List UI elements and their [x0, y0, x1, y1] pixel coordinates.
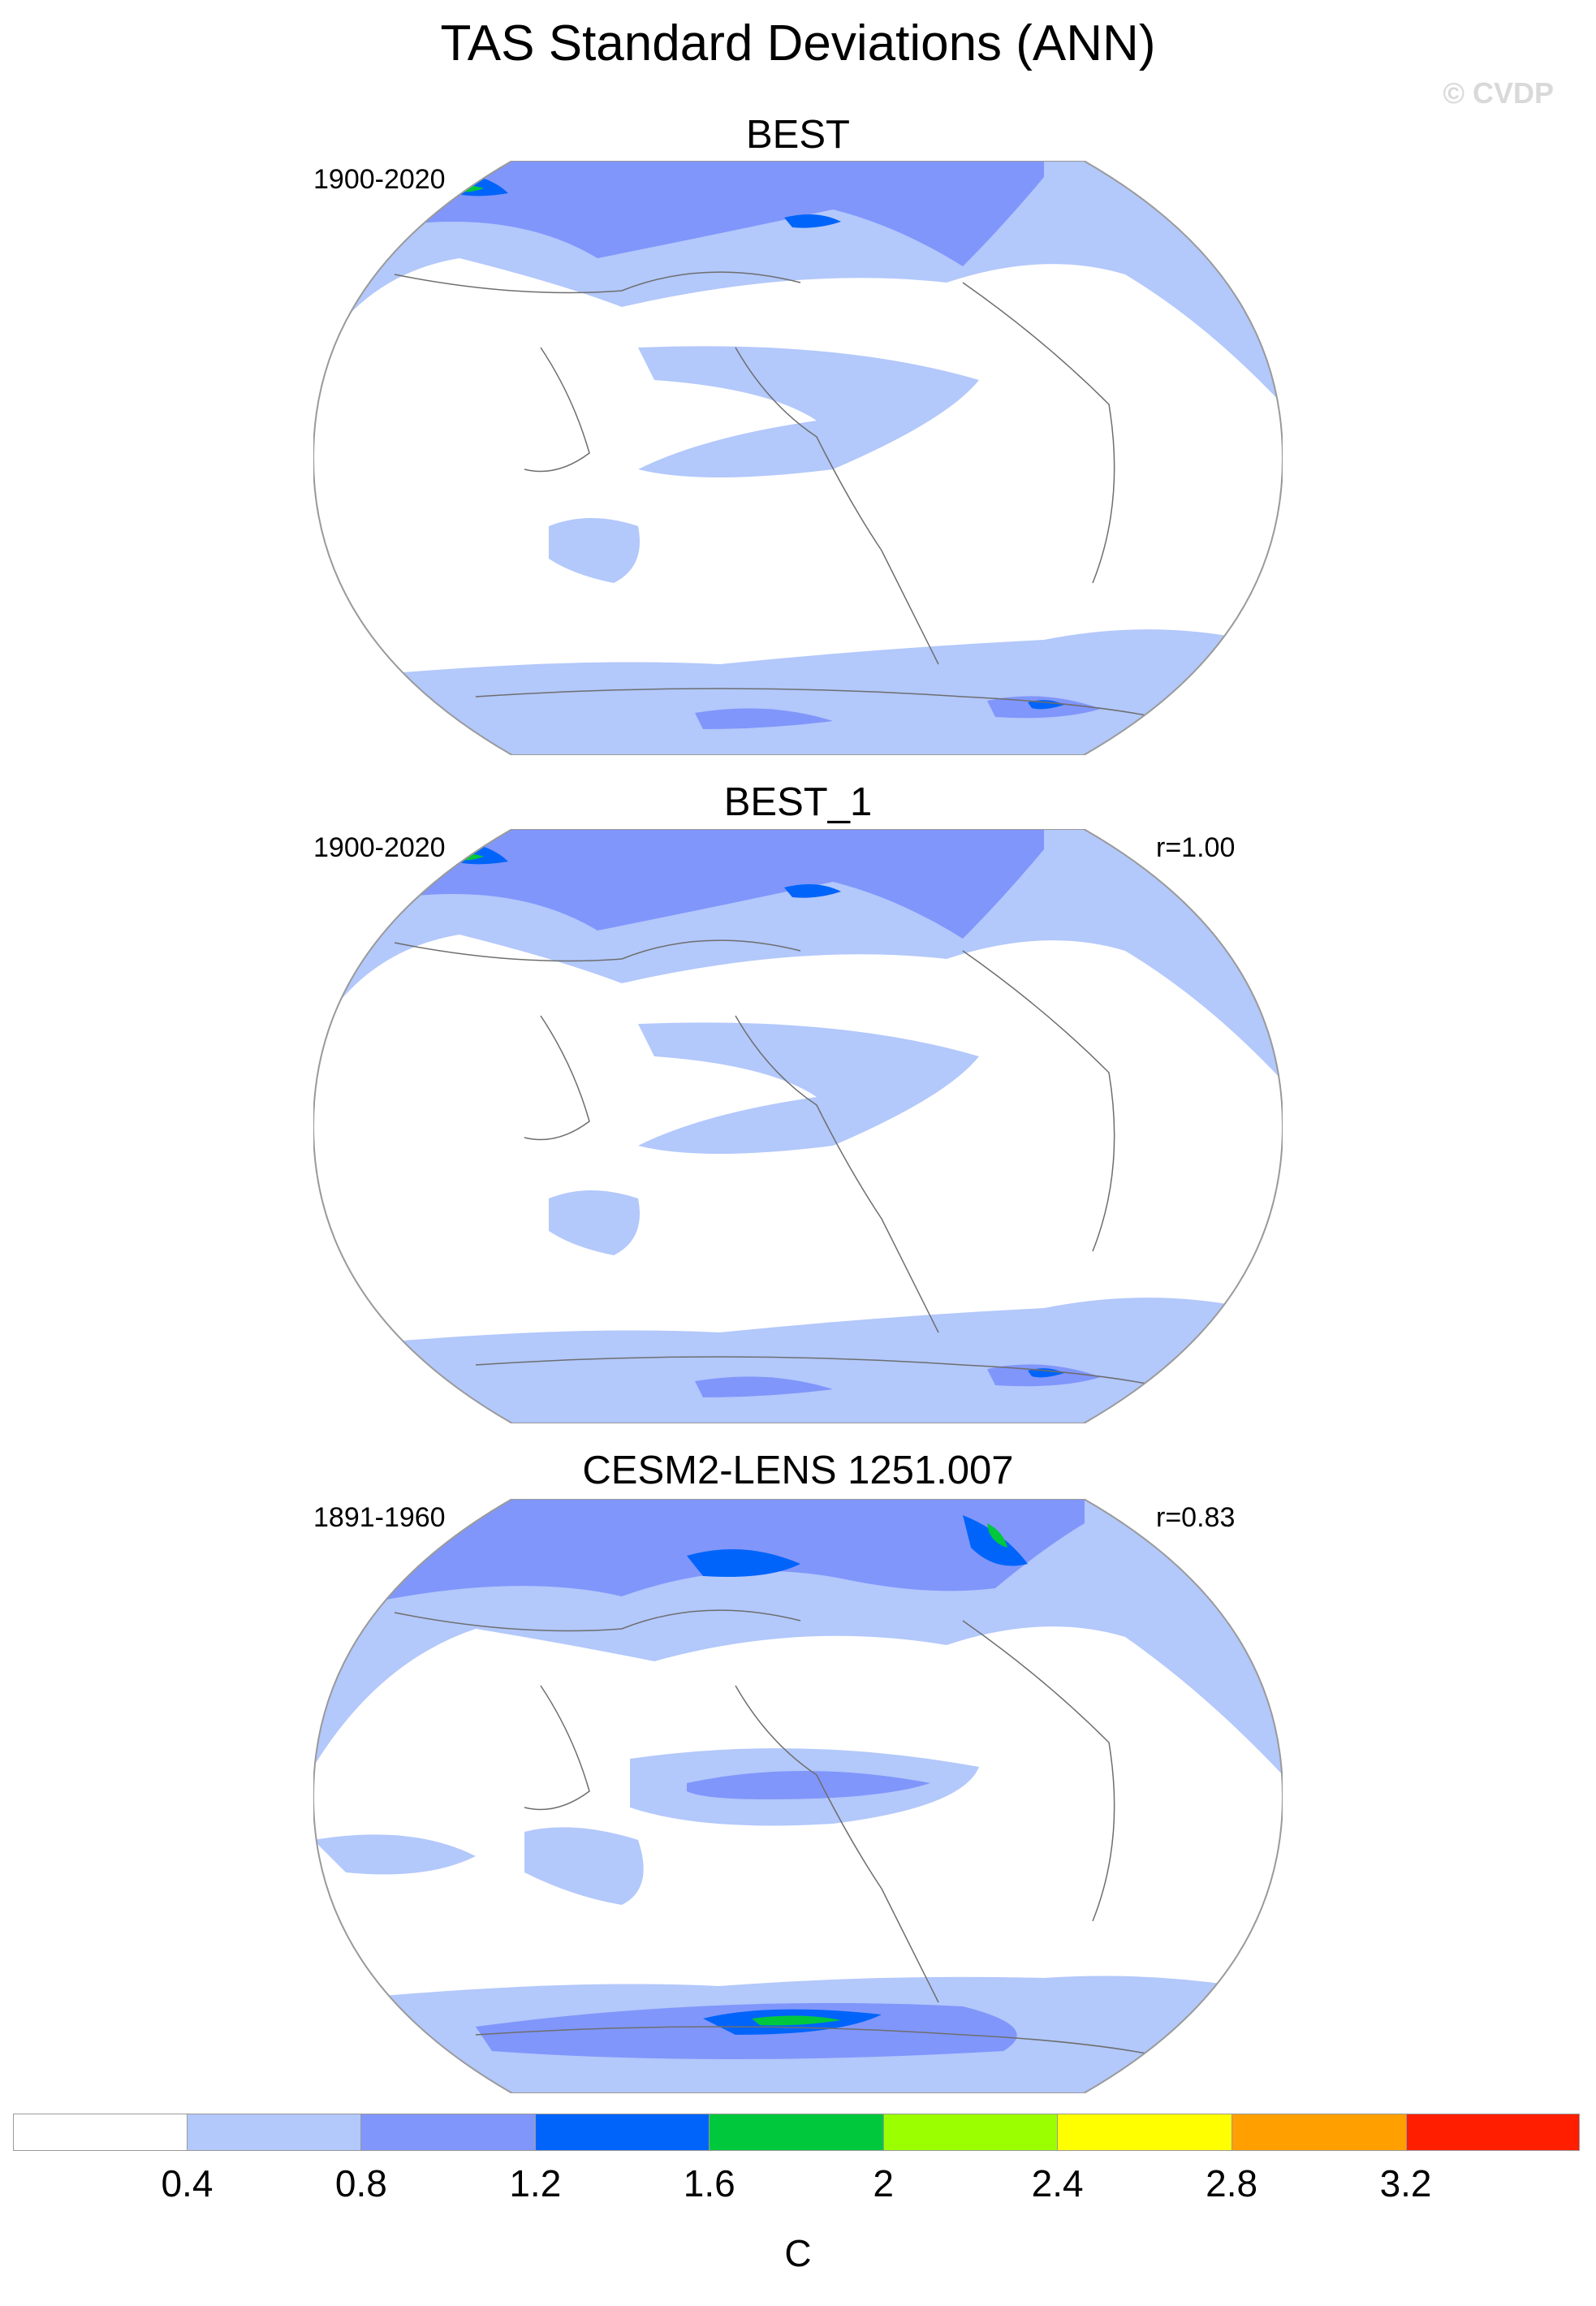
panel-3-correlation: r=0.83: [1156, 1502, 1236, 1533]
colorbar-tick-label: 0.4: [161, 2162, 214, 2205]
colorbar-swatch-0: [13, 2114, 188, 2151]
coastlines: [394, 939, 1207, 1398]
colorbar-swatch-5: [883, 2114, 1059, 2151]
contour-0.8-north: [395, 161, 1044, 266]
map-frame: [313, 1499, 1283, 2093]
panel-2-period: 1900-2020: [313, 832, 446, 863]
figure-title: TAS Standard Deviations (ANN): [440, 15, 1156, 71]
colorbar-tick-label: 0.8: [334, 2162, 387, 2205]
colorbar-swatch-3: [535, 2114, 710, 2151]
colorbar-swatch-8: [1406, 2114, 1581, 2151]
contour-0.4-pacific: [638, 346, 979, 477]
colorbar-tick-label: 1.6: [683, 2162, 735, 2205]
contour-0.4-indian: [313, 1834, 476, 1875]
contour-1.6-greenland: [987, 1523, 1007, 1548]
map-frame: [313, 161, 1283, 755]
contour-0.4-australia: [549, 518, 640, 583]
contour-1.2-siberia: [427, 1509, 476, 1524]
colorbar-frame: [13, 2114, 1580, 2151]
contour-1.2-weddell: [1028, 1368, 1064, 1378]
coastlines: [394, 271, 1207, 730]
contour-1.2-canada: [784, 214, 841, 228]
colorbar-swatch-1: [187, 2114, 362, 2151]
colorbar-swatch-6: [1058, 2114, 1232, 2151]
contour-0.8-north: [395, 829, 1044, 939]
panel-3-map: [313, 1499, 1283, 2093]
panel-3-title: CESM2-LENS 1251.007: [582, 1449, 1014, 1492]
contour-0.4-south: [313, 1298, 1283, 1423]
contour-0.8-antarctic: [695, 708, 833, 729]
contour-0.4-australia: [549, 1190, 640, 1255]
panel-3-period: 1891-1960: [313, 1502, 446, 1533]
contour-0.4-pacific: [638, 1022, 979, 1154]
contour-0.4-australia: [524, 1827, 644, 1905]
panel-1-title: BEST: [746, 113, 850, 157]
panel-2-map: [313, 829, 1283, 1423]
colorbar-units: C: [784, 2232, 812, 2274]
contour-1.2-weddell: [1028, 700, 1064, 710]
panel-2-correlation: r=1.00: [1156, 832, 1236, 863]
contour-0.8-antarctic: [695, 1376, 833, 1397]
contour-1.2-canada: [784, 884, 841, 898]
colorbar-swatch-2: [361, 2114, 536, 2151]
colorbar-tick-label: 3.2: [1379, 2162, 1432, 2205]
contour-0.8-pacific: [687, 1771, 930, 1799]
colorbar: [13, 2114, 1581, 2151]
panel-1-period: 1900-2020: [313, 164, 446, 195]
panel-1-map: [313, 161, 1283, 755]
colorbar-tick-label: 2.8: [1206, 2162, 1258, 2205]
contour-1.6-southern-ocean: [752, 2015, 841, 2026]
copyright-watermark: © CVDP: [1443, 76, 1554, 110]
contour-0.4-south: [313, 629, 1283, 755]
colorbar-swatch-7: [1232, 2114, 1407, 2151]
map-frame: [313, 829, 1283, 1423]
colorbar-tick-label: 2.4: [1031, 2162, 1084, 2205]
contour-1.6-siberia: [439, 1512, 464, 1520]
colorbar-swatch-4: [710, 2114, 884, 2151]
colorbar-tick-label: 1.2: [509, 2162, 562, 2205]
panel-2-title: BEST_1: [723, 780, 873, 824]
colorbar-tick-label: 2: [873, 2162, 895, 2205]
contour-1.2-canada: [687, 1549, 800, 1577]
coastlines: [394, 1609, 1207, 2068]
